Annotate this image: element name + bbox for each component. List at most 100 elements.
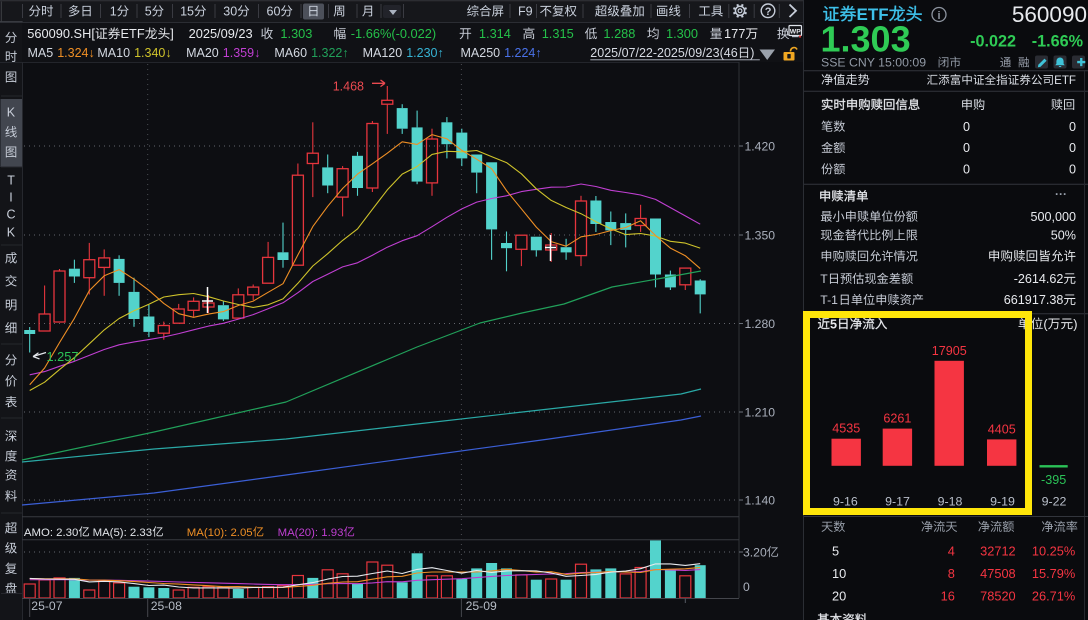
svg-text:20: 20 [832,589,846,604]
svg-text:60: 60 [267,5,281,19]
svg-text:-0.022: -0.022 [970,32,1016,50]
svg-text:1.210: 1.210 [745,405,776,419]
svg-text:?: ? [765,6,772,18]
svg-text:16: 16 [941,589,955,604]
svg-text:10.25%: 10.25% [1032,544,1075,559]
svg-text:25-09: 25-09 [466,599,497,613]
svg-text:1.315: 1.315 [542,26,574,41]
svg-text:MA(20): 1.93: MA(20): 1.93 [278,527,344,539]
svg-text:F9: F9 [518,5,533,19]
svg-text:9-17: 9-17 [885,494,910,508]
svg-text:-2614.62: -2614.62 [1014,272,1064,286]
svg-text:1.314: 1.314 [479,26,511,41]
svg-text:2025/07/22-2025/09/23(46: 2025/07/22-2025/09/23(46 [590,46,737,60]
svg-text:1.468: 1.468 [333,80,364,94]
svg-text:T-1: T-1 [820,293,838,307]
svg-text:C: C [7,208,16,222]
svg-text:I: I [9,191,12,205]
svg-text:-395: -395 [1041,473,1066,487]
svg-text:78520: 78520 [980,589,1016,604]
svg-text:5: 5 [832,544,839,559]
svg-text:1.322↑: 1.322↑ [311,46,349,60]
svg-text:9-18: 9-18 [938,494,963,508]
svg-text:ETF: ETF [1054,74,1076,87]
svg-text:560090: 560090 [1012,2,1087,27]
svg-text:9-19: 9-19 [990,494,1015,508]
svg-text:-1.66%: -1.66% [1032,32,1083,50]
svg-text:500,000: 500,000 [1031,210,1077,224]
svg-text:MA20: MA20 [186,46,219,60]
svg-text:15.79%: 15.79% [1032,566,1075,581]
svg-text:K: K [7,106,16,120]
svg-text:1.420: 1.420 [745,139,776,153]
svg-text:1.224↑: 1.224↑ [504,46,542,60]
svg-text:2025/09/23: 2025/09/23 [189,26,253,41]
svg-text:ETF: ETF [121,26,145,41]
svg-text:MA60: MA60 [274,46,307,60]
svg-text:1: 1 [110,5,117,19]
svg-text:SSE CNY 15:00:09: SSE CNY 15:00:09 [821,56,926,70]
svg-text:0: 0 [963,120,970,134]
svg-text:AMO: 2.30: AMO: 2.30 [24,527,78,539]
svg-text:560090.SH[: 560090.SH[ [27,26,95,41]
svg-text:50%: 50% [1051,229,1076,243]
svg-text:5: 5 [145,5,152,19]
svg-text:25-07: 25-07 [31,599,62,613]
svg-text:1.359↓: 1.359↓ [223,46,261,60]
svg-text:1.230↑: 1.230↑ [406,46,444,60]
svg-text:17905: 17905 [932,344,967,358]
svg-text:0: 0 [963,162,970,176]
svg-text:15: 15 [180,5,194,19]
svg-text:6261: 6261 [883,412,911,426]
svg-text:5: 5 [830,317,837,331]
svg-text:30: 30 [223,5,237,19]
svg-text:9-16: 9-16 [833,494,858,508]
svg-text:WP: WP [790,29,801,36]
svg-text:1.324↓: 1.324↓ [57,46,95,60]
svg-text:MA250: MA250 [461,46,501,60]
svg-text:661917.38: 661917.38 [1004,293,1064,307]
svg-text:···: ··· [1055,187,1067,201]
svg-text:47508: 47508 [980,566,1016,581]
svg-text:1.350: 1.350 [745,228,776,242]
svg-text:1.303: 1.303 [280,26,312,41]
svg-text:10: 10 [832,566,846,581]
svg-text:0: 0 [1069,120,1076,134]
svg-text:1.280: 1.280 [745,317,776,331]
svg-text:MA(5): 2.33: MA(5): 2.33 [93,527,153,539]
svg-text:25-08: 25-08 [151,599,182,613]
svg-text:-1.66%(-0.022): -1.66%(-0.022) [351,26,436,41]
svg-text:8: 8 [948,566,955,581]
svg-text:MA(10): 2.05: MA(10): 2.05 [187,527,253,539]
svg-text:): ) [1073,316,1077,331]
svg-text:T: T [820,272,828,286]
svg-text:i: i [938,10,941,22]
svg-text:0: 0 [743,580,750,594]
svg-text:MA5: MA5 [28,46,54,60]
svg-text:K: K [7,226,16,240]
svg-text:0: 0 [963,141,970,155]
svg-text:4535: 4535 [832,422,860,436]
svg-text:4: 4 [948,544,955,559]
svg-text:1.340↓: 1.340↓ [134,46,172,60]
svg-text:1.257: 1.257 [47,349,79,364]
svg-text:MA10: MA10 [97,46,130,60]
svg-text:1.288: 1.288 [603,26,635,41]
svg-text:177: 177 [724,26,745,41]
svg-text:1.300: 1.300 [666,26,698,41]
svg-text:3.20: 3.20 [743,545,767,559]
svg-text:): ) [750,46,754,60]
svg-text:ETF: ETF [857,5,889,24]
svg-text:T: T [7,174,15,188]
svg-text:4405: 4405 [988,422,1016,436]
svg-text:32712: 32712 [980,544,1016,559]
svg-text:1.140: 1.140 [745,493,776,507]
svg-text:0: 0 [1069,162,1076,176]
svg-text:]: ] [170,26,174,41]
svg-text:26.71%: 26.71% [1032,589,1075,604]
svg-text:(: ( [1043,316,1048,331]
svg-text:9-22: 9-22 [1042,494,1067,508]
svg-text:0: 0 [1069,141,1076,155]
svg-text:MA120: MA120 [363,46,403,60]
svg-text:1.303: 1.303 [821,19,911,60]
